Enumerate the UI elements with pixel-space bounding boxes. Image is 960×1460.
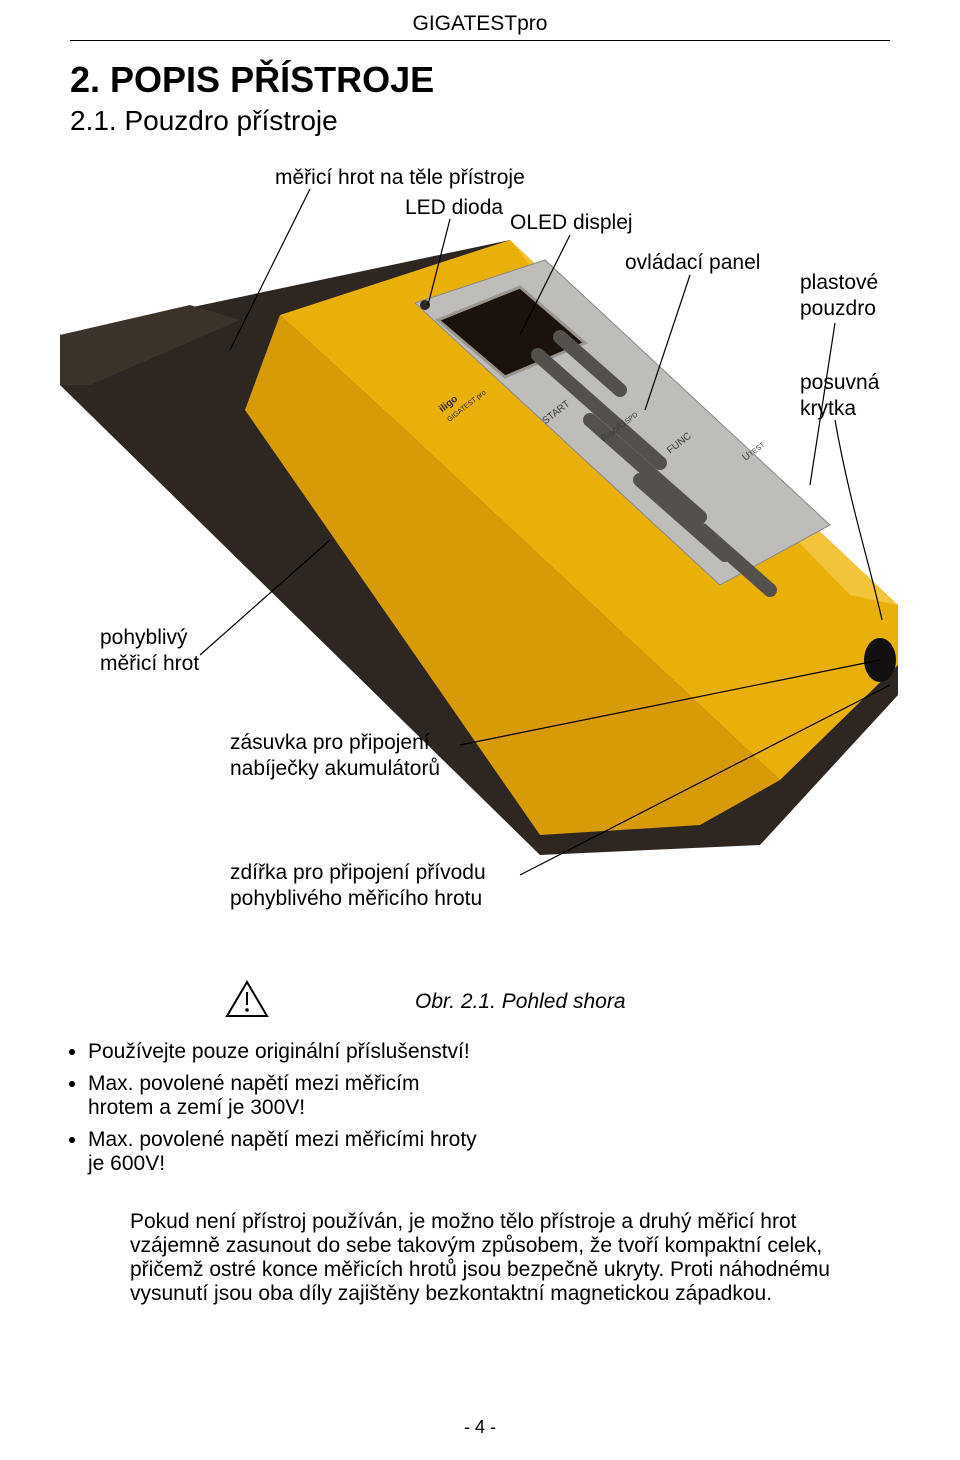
bullet-original-accessories: Používejte pouze originální příslušenstv… <box>88 1040 480 1064</box>
bullet-max-300v: Max. povolené napětí mezi měřicím hrotem… <box>88 1072 480 1120</box>
section-heading-2: 2.1. Pouzdro přístroje <box>70 105 960 137</box>
body-paragraph: Pokud není přístroj používán, je možno t… <box>130 1210 890 1306</box>
bullet-max-600v: Max. povolené napětí mezi měřicími hroty… <box>88 1128 480 1176</box>
page-number: - 4 - <box>0 1417 960 1438</box>
header-brand: GIGATESTpro <box>0 0 960 36</box>
device-diagram: START RISO/USPD FUNC UTEST iligo GIGATES… <box>60 165 900 995</box>
document-page: GIGATESTpro 2. POPIS PŘÍSTROJE 2.1. Pouz… <box>0 0 960 1460</box>
warning-icon <box>225 980 269 1018</box>
section-heading-1: 2. POPIS PŘÍSTROJE <box>70 59 960 101</box>
warning-bullets: Používejte pouze originální příslušenstv… <box>60 1040 480 1184</box>
leader-lines <box>60 165 900 995</box>
figure-caption: Obr. 2.1. Pohled shora <box>415 990 626 1014</box>
header-rule <box>70 40 890 41</box>
